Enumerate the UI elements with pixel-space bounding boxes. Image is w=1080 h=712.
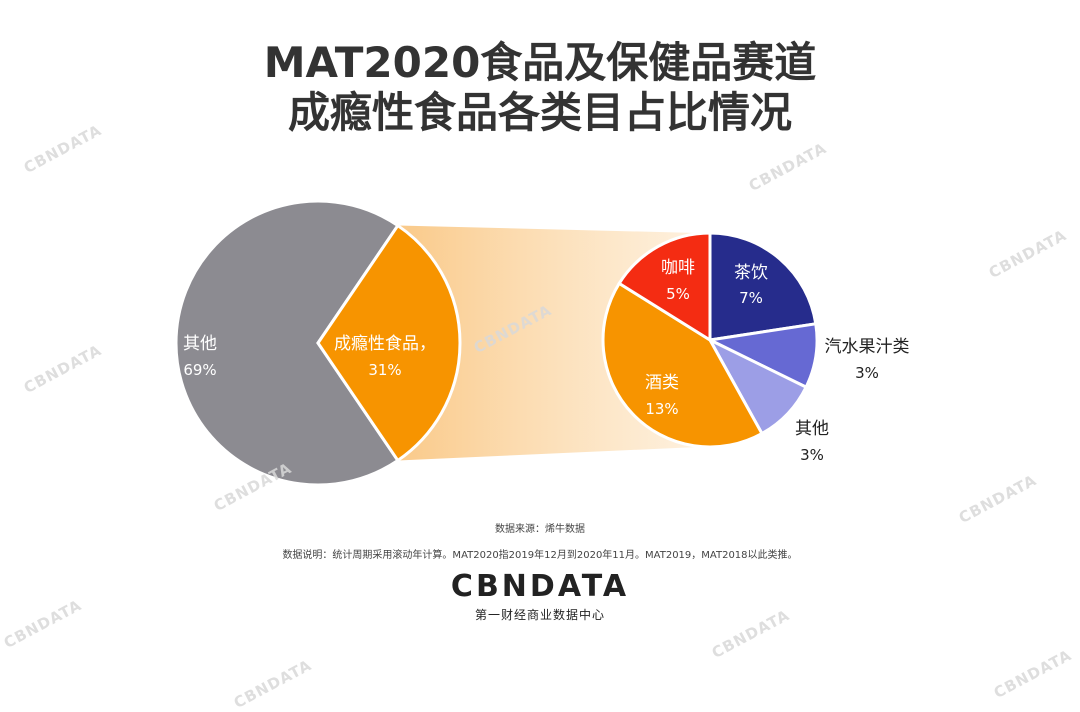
slice-coffee xyxy=(617,231,712,343)
label-addictive-name: 成瘾性食品， xyxy=(334,334,436,354)
label-other-small-value: 3% xyxy=(800,446,824,464)
title-line-1: MAT2020食品及保健品赛道 xyxy=(263,38,817,87)
label-coffee-value: 5% xyxy=(666,285,690,303)
title-line-2: 成瘾性食品各类目占比情况 xyxy=(287,88,792,137)
label-alcohol-value: 13% xyxy=(645,400,678,418)
data-note: 数据说明：统计周期采用滚动年计算。MAT2020指2019年12月到2020年1… xyxy=(282,550,798,561)
slice-other xyxy=(174,199,400,487)
label-soda-juice-value: 3% xyxy=(855,364,879,382)
cbndata-logo: CBNDATA 第一财经商业数据中心 xyxy=(0,570,1080,623)
slice-alcohol xyxy=(601,281,764,449)
slice-tea xyxy=(708,231,818,342)
label-other-small-name: 其他 xyxy=(795,419,829,439)
label-coffee-name: 咖啡 xyxy=(661,258,695,278)
chart-title: MAT2020食品及保健品赛道 成瘾性食品各类目占比情况 xyxy=(0,38,1080,138)
label-other-name: 其他 xyxy=(183,334,217,354)
label-soda-juice-name: 汽水果汁类 xyxy=(825,337,910,357)
label-tea-name: 茶饮 xyxy=(734,263,768,283)
logo-text: CBNDATA xyxy=(450,569,630,604)
label-tea-value: 7% xyxy=(739,289,763,307)
slice-addictive-food xyxy=(316,223,462,463)
label-alcohol-name: 酒类 xyxy=(645,373,679,393)
label-addictive-value: 31% xyxy=(368,361,401,379)
data-source: 数据来源：烯牛数据 xyxy=(495,524,585,535)
logo-subtitle: 第一财经商业数据中心 xyxy=(474,608,605,622)
label-other-value: 69% xyxy=(183,361,216,379)
